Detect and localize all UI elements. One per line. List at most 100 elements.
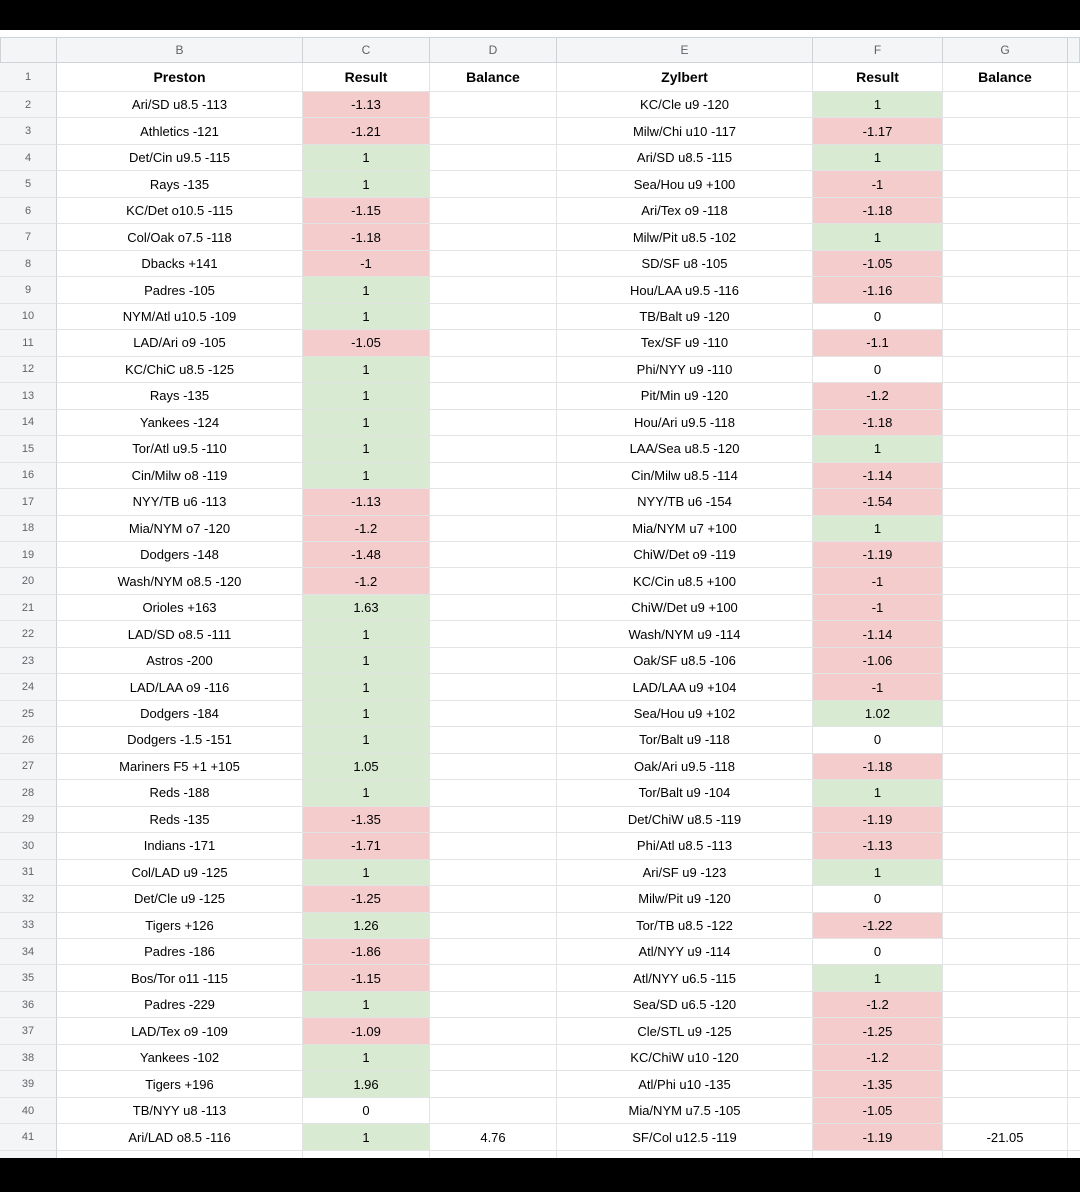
zylbert-result-cell[interactable]: -1.1 <box>813 330 943 357</box>
preston-bet-cell[interactable]: Dbacks +141 <box>57 250 303 278</box>
zylbert-bet-cell[interactable]: Mia/NYM u7.5 -105 <box>557 1097 813 1125</box>
zylbert-balance-cell[interactable] <box>943 833 1068 860</box>
preston-bet-cell[interactable]: Rays -135 <box>57 383 303 410</box>
zylbert-result-cell[interactable]: -1.19 <box>813 806 943 834</box>
preston-result-cell[interactable]: 1 <box>303 436 430 463</box>
zylbert-balance-cell[interactable] <box>943 806 1068 834</box>
preston-balance-cell[interactable] <box>430 912 557 939</box>
preston-bet-cell[interactable]: Yankees -102 <box>57 1044 303 1072</box>
zylbert-balance-cell[interactable] <box>943 727 1068 754</box>
preston-balance-cell[interactable] <box>430 886 557 913</box>
zylbert-bet-cell[interactable]: SF/Col u12.5 -119 <box>557 1124 813 1151</box>
zylbert-bet-cell[interactable]: Mia/NYM u7 +100 <box>557 515 813 542</box>
zylbert-balance-cell[interactable] <box>943 594 1068 622</box>
zylbert-balance-cell[interactable] <box>943 700 1068 728</box>
preston-balance-cell[interactable] <box>430 118 557 145</box>
zylbert-balance-cell[interactable] <box>943 965 1068 992</box>
preston-result-cell[interactable]: 1 <box>303 700 430 728</box>
zylbert-title-cell[interactable]: Zylbert <box>557 63 813 92</box>
preston-result-cell[interactable]: -1.35 <box>303 806 430 834</box>
row-number[interactable]: 37 <box>0 1018 57 1045</box>
preston-bet-cell[interactable]: Mariners F5 +1 +105 <box>57 753 303 781</box>
column-header-g[interactable]: G <box>943 37 1068 63</box>
zylbert-bet-cell[interactable]: LAA/Sea u8.5 -120 <box>557 436 813 463</box>
zylbert-balance-cell[interactable] <box>943 912 1068 939</box>
zylbert-balance-cell[interactable] <box>943 674 1068 701</box>
row-number[interactable]: 39 <box>0 1071 57 1098</box>
preston-bet-cell[interactable]: LAD/Ari o9 -105 <box>57 330 303 357</box>
preston-balance-cell[interactable] <box>430 197 557 225</box>
zylbert-result-cell[interactable]: 0 <box>813 939 943 966</box>
preston-result-cell[interactable]: -1.13 <box>303 489 430 516</box>
zylbert-result-header-cell[interactable]: Result <box>813 63 943 92</box>
preston-balance-cell[interactable] <box>430 700 557 728</box>
zylbert-balance-cell[interactable] <box>943 647 1068 675</box>
row-number[interactable]: 1 <box>0 63 57 92</box>
row-number[interactable]: 27 <box>0 753 57 781</box>
preston-bet-cell[interactable]: Dodgers -1.5 -151 <box>57 727 303 754</box>
zylbert-bet-cell[interactable]: Atl/NYY u9 -114 <box>557 939 813 966</box>
zylbert-bet-cell[interactable]: Oak/SF u8.5 -106 <box>557 647 813 675</box>
preston-balance-cell[interactable] <box>430 965 557 992</box>
zylbert-result-cell[interactable]: -1.14 <box>813 621 943 648</box>
zylbert-result-cell[interactable]: 1 <box>813 144 943 172</box>
zylbert-result-cell[interactable]: 1 <box>813 515 943 542</box>
preston-balance-cell[interactable] <box>430 674 557 701</box>
preston-balance-cell[interactable] <box>430 144 557 172</box>
zylbert-bet-cell[interactable]: Det/ChiW u8.5 -119 <box>557 806 813 834</box>
zylbert-bet-cell[interactable]: Milw/Chi u10 -117 <box>557 118 813 145</box>
preston-balance-cell[interactable]: 4.76 <box>430 1124 557 1151</box>
preston-bet-cell[interactable]: Mia/NYM o7 -120 <box>57 515 303 542</box>
zylbert-bet-cell[interactable]: KC/ChiW u10 -120 <box>557 1044 813 1072</box>
preston-result-cell[interactable]: -1.13 <box>303 92 430 119</box>
zylbert-bet-cell[interactable]: Tor/Balt u9 -104 <box>557 780 813 807</box>
zylbert-balance-cell[interactable] <box>943 277 1068 304</box>
preston-result-cell[interactable]: 1 <box>303 1124 430 1151</box>
row-number[interactable]: 16 <box>0 462 57 490</box>
preston-bet-cell[interactable]: LAD/LAA o9 -116 <box>57 674 303 701</box>
column-header-d[interactable]: D <box>430 37 557 63</box>
preston-bet-cell[interactable]: Yankees -124 <box>57 409 303 437</box>
zylbert-balance-cell[interactable] <box>943 515 1068 542</box>
zylbert-balance-cell[interactable] <box>943 1097 1068 1125</box>
zylbert-bet-cell[interactable]: ChiW/Det u9 +100 <box>557 594 813 622</box>
preston-result-cell[interactable]: -1.86 <box>303 939 430 966</box>
preston-bet-cell[interactable]: Cin/Milw o8 -119 <box>57 462 303 490</box>
row-number[interactable]: 34 <box>0 939 57 966</box>
preston-result-cell[interactable]: -1.15 <box>303 197 430 225</box>
column-header-e[interactable]: E <box>557 37 813 63</box>
preston-balance-cell[interactable] <box>430 1071 557 1098</box>
row-number[interactable]: 26 <box>0 727 57 754</box>
preston-bet-cell[interactable]: Dodgers -148 <box>57 541 303 569</box>
zylbert-bet-cell[interactable]: SD/SF u8 -105 <box>557 250 813 278</box>
zylbert-result-cell[interactable]: -1.22 <box>813 912 943 939</box>
preston-result-cell[interactable]: 1 <box>303 780 430 807</box>
row-number[interactable]: 28 <box>0 780 57 807</box>
zylbert-balance-cell[interactable] <box>943 436 1068 463</box>
preston-balance-cell[interactable] <box>430 541 557 569</box>
preston-bet-cell[interactable]: Rays -135 <box>57 171 303 198</box>
row-number[interactable]: 15 <box>0 436 57 463</box>
preston-balance-cell[interactable] <box>430 1018 557 1045</box>
zylbert-result-cell[interactable]: 1 <box>813 224 943 251</box>
zylbert-balance-cell[interactable] <box>943 197 1068 225</box>
zylbert-balance-cell[interactable] <box>943 303 1068 331</box>
preston-bet-cell[interactable]: Orioles +163 <box>57 594 303 622</box>
zylbert-result-cell[interactable]: 0 <box>813 303 943 331</box>
zylbert-balance-cell[interactable] <box>943 991 1068 1019</box>
zylbert-bet-cell[interactable]: Hou/LAA u9.5 -116 <box>557 277 813 304</box>
preston-result-cell[interactable]: 1 <box>303 171 430 198</box>
corner-select-all-cell[interactable] <box>0 37 57 63</box>
zylbert-bet-cell[interactable]: NYY/TB u6 -154 <box>557 489 813 516</box>
preston-result-cell[interactable]: -1.18 <box>303 224 430 251</box>
row-number[interactable]: 10 <box>0 303 57 331</box>
preston-result-cell[interactable]: 1 <box>303 277 430 304</box>
preston-result-cell[interactable]: -1 <box>303 250 430 278</box>
row-number[interactable]: 33 <box>0 912 57 939</box>
preston-bet-cell[interactable]: Wash/NYM o8.5 -120 <box>57 568 303 595</box>
preston-result-cell[interactable]: 1 <box>303 383 430 410</box>
zylbert-result-cell[interactable]: -1.54 <box>813 489 943 516</box>
zylbert-result-cell[interactable]: 1 <box>813 780 943 807</box>
zylbert-bet-cell[interactable]: Tex/SF u9 -110 <box>557 330 813 357</box>
preston-balance-cell[interactable] <box>430 939 557 966</box>
